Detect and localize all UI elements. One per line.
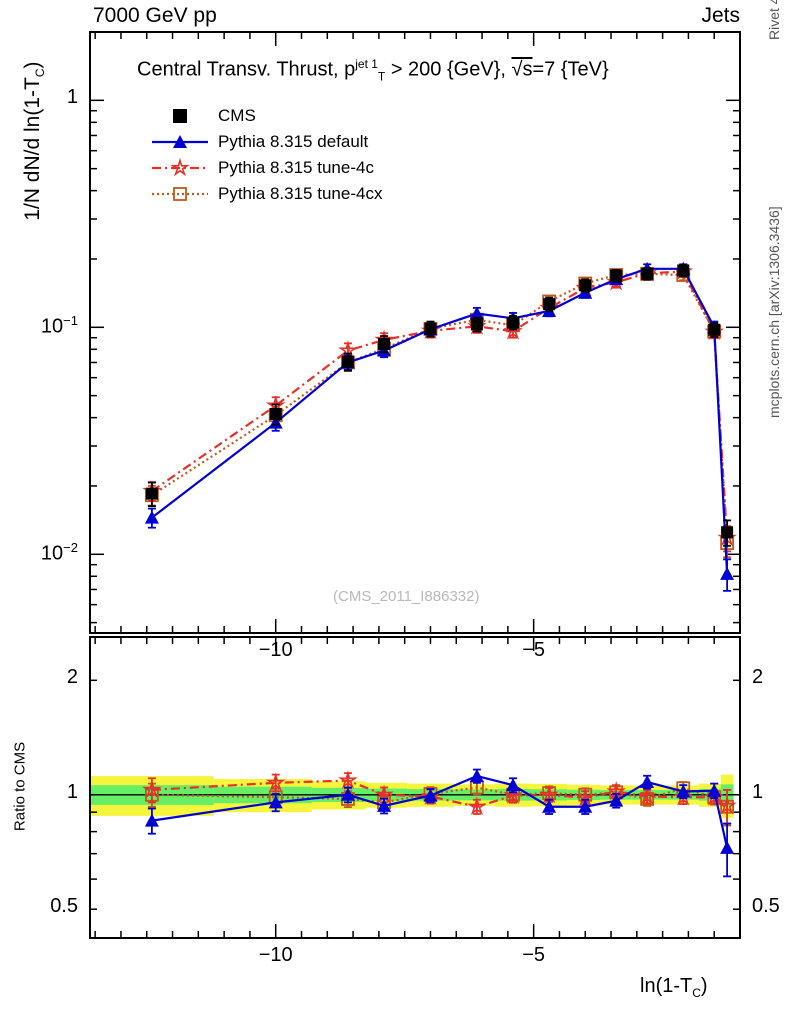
title-sqrt-s: √s <box>511 58 533 81</box>
legend-item[interactable]: CMS <box>150 103 382 129</box>
x-tick-label-ratio: −5 <box>522 944 546 966</box>
legend-label: Pythia 8.315 default <box>218 132 369 151</box>
legend-marker-icon <box>150 155 210 181</box>
main-y-tick-label: 1 <box>66 86 78 109</box>
legend-item[interactable]: Pythia 8.315 tune-4cx <box>150 181 382 207</box>
title-post: > 200 {GeV}, <box>385 58 512 81</box>
title-post2: =7 {TeV} <box>532 58 609 81</box>
ratio-panel-frame <box>89 636 741 939</box>
legend-item[interactable]: Pythia 8.315 default <box>150 129 382 155</box>
x-tick-label-ratio: −10 <box>258 944 293 966</box>
x-label-sub: C <box>692 986 701 1000</box>
title-superscript: jet 1 <box>355 57 378 71</box>
title-pre: Central Transv. Thrust, p <box>137 58 356 81</box>
legend-marker-icon <box>150 103 210 129</box>
legend-label: Pythia 8.315 tune-4c <box>218 158 374 177</box>
ratio-y-tick-label-left: 1 <box>66 780 78 803</box>
main-panel-frame <box>89 31 741 634</box>
main-y-tick-label: 10−1 <box>40 313 78 338</box>
x-tick-label-main: −5 <box>522 639 546 661</box>
header-beam-label: 7000 GeV pp <box>93 4 217 27</box>
x-label-a: ln(1-T <box>640 975 693 997</box>
ratio-y-tick-label-left: 0.5 <box>50 895 78 918</box>
legend-item[interactable]: Pythia 8.315 tune-4c <box>150 155 382 181</box>
main-series-pythia-8-315-tune-4c <box>142 261 737 553</box>
x-label-b: ) <box>700 975 708 997</box>
ratio-y-tick-label-left: 2 <box>66 666 78 689</box>
ratio-y-tick-label-right: 2 <box>752 666 764 689</box>
analysis-id-watermark: (CMS_2011_I886332) <box>333 588 480 605</box>
main-y-tick-label: 10−2 <box>40 540 78 565</box>
x-axis-label: ln(1-TC) <box>640 975 708 1000</box>
legend-label: CMS <box>218 106 256 125</box>
plot-title: Central Transv. Thrust, pjet 1T > 200 {G… <box>137 57 609 84</box>
main-series-pythia-8-315-default <box>144 261 735 592</box>
ratio-y-tick-label-right: 0.5 <box>752 895 780 918</box>
legend-marker-icon <box>150 181 210 207</box>
x-tick-label-main: −10 <box>258 639 293 661</box>
legend-marker-icon <box>150 129 210 155</box>
ratio-y-tick-label-right: 1 <box>752 780 764 803</box>
title-subscript: T <box>377 69 386 84</box>
ratio-series-pythia-8-315-default <box>144 768 735 878</box>
header-analysis-label: Jets <box>701 4 740 27</box>
legend: CMS Pythia 8.315 default Pythia 8.315 tune… <box>150 103 382 207</box>
legend-label: Pythia 8.315 tune-4cx <box>218 184 383 203</box>
main-series-cms <box>145 263 734 547</box>
main-series-pythia-8-315-tune-4cx <box>145 266 735 559</box>
